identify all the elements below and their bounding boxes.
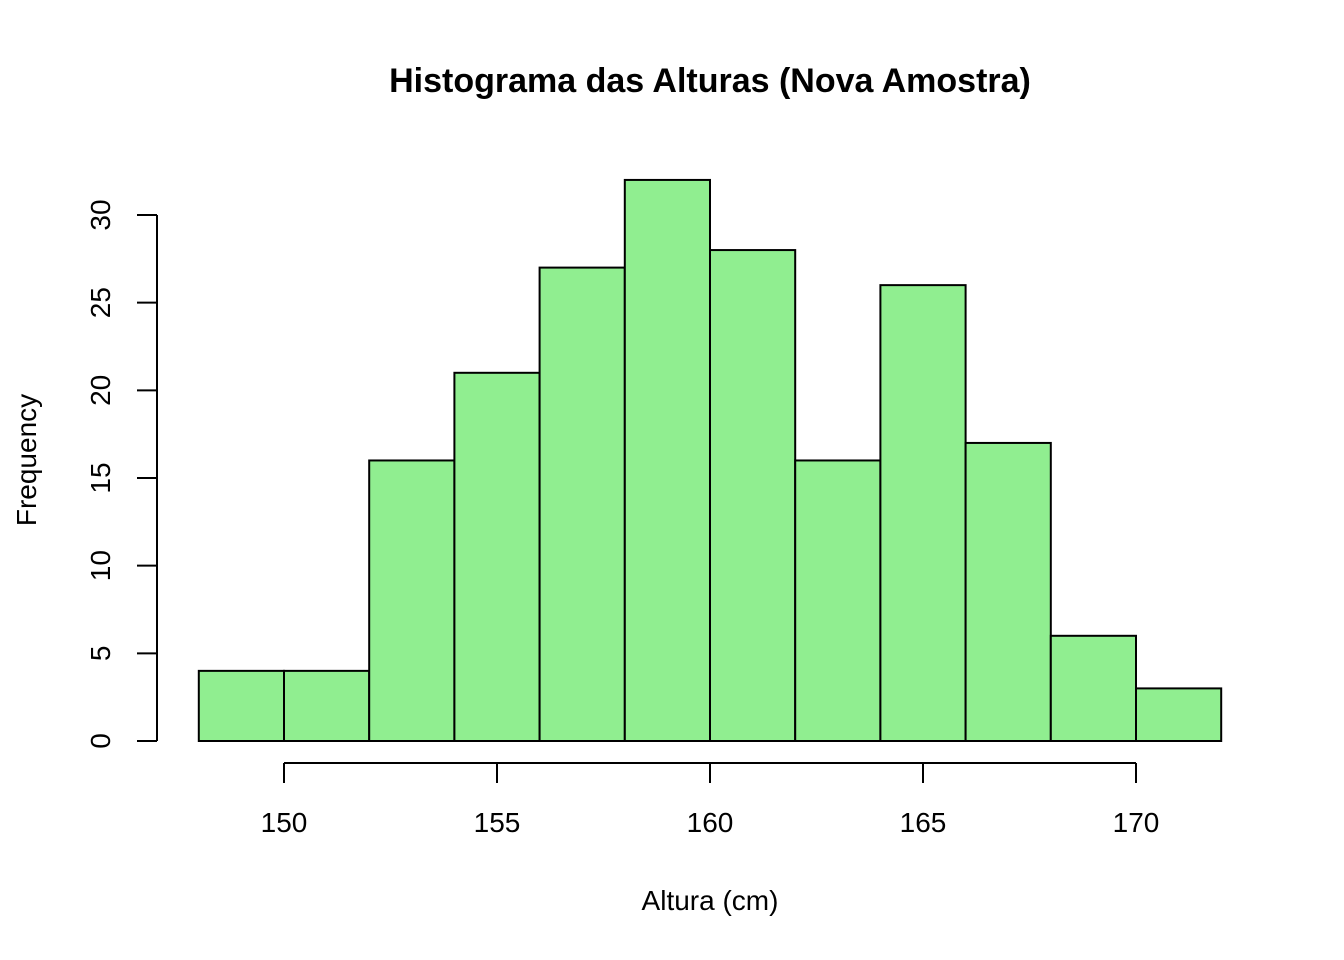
x-tick-label-2: 160 <box>687 807 734 838</box>
histogram-bar-10 <box>1049 634 1138 742</box>
y-tick-label-1: 5 <box>85 646 116 662</box>
histogram-bar-0 <box>197 669 285 742</box>
histogram-bar-11 <box>1135 687 1223 743</box>
y-tick-label-0: 0 <box>85 733 116 749</box>
y-tick-label-4: 20 <box>85 375 116 406</box>
y-tick-label-6: 30 <box>85 199 116 230</box>
histogram-bar-3 <box>453 371 541 742</box>
x-tick-label-1: 155 <box>474 807 521 838</box>
y-axis: 0 5 10 15 20 25 30 <box>85 199 158 749</box>
x-tick-label-0: 150 <box>261 807 308 838</box>
x-tick-label-3: 165 <box>900 807 947 838</box>
histogram-bar-1 <box>283 669 371 742</box>
histogram-bar-6 <box>709 249 797 742</box>
x-tick-label-4: 170 <box>1113 807 1160 838</box>
histogram-bar-9 <box>964 441 1052 742</box>
y-tick-label-5: 25 <box>85 287 116 318</box>
y-tick-label-3: 15 <box>85 462 116 493</box>
bars-group <box>197 178 1223 743</box>
histogram-bar-5 <box>623 178 711 742</box>
y-tick-label-2: 10 <box>85 550 116 581</box>
y-axis-label: Frequency <box>11 394 42 526</box>
histogram-bar-2 <box>368 459 456 742</box>
chart-title: Histograma das Alturas (Nova Amostra) <box>389 62 1031 100</box>
histogram-bar-7 <box>794 459 882 742</box>
x-axis: 150 155 160 165 170 <box>261 762 1160 838</box>
histogram-bar-8 <box>879 284 967 742</box>
x-axis-label: Altura (cm) <box>642 885 779 916</box>
histogram-bar-4 <box>538 266 626 742</box>
